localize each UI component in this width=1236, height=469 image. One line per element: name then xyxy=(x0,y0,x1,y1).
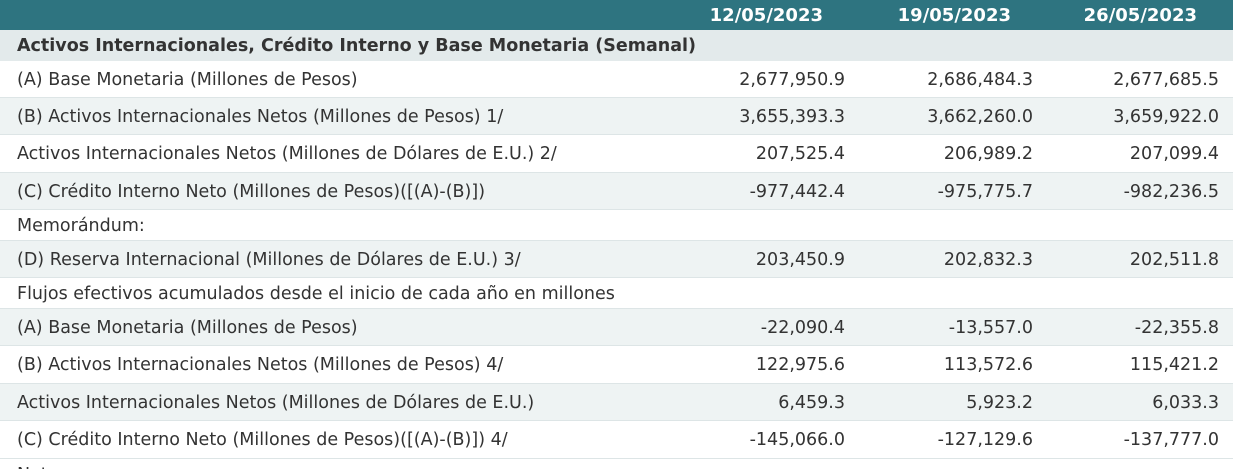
section-title: Activos Internacionales, Crédito Interno… xyxy=(17,36,697,56)
column-header-date: 26/05/2023 xyxy=(1083,5,1197,26)
row-value: -127,129.6 xyxy=(937,430,1033,450)
table-row: (B) Activos Internacionales Netos (Millo… xyxy=(0,346,1233,384)
row-label: (C) Crédito Interno Neto (Millones de Pe… xyxy=(17,182,486,202)
table-row: Activos Internacionales Netos (Millones … xyxy=(0,135,1233,173)
row-value: -22,355.8 xyxy=(1134,318,1219,338)
row-value: 203,450.9 xyxy=(755,250,845,270)
row-value: 207,525.4 xyxy=(755,144,845,164)
column-header-date: 12/05/2023 xyxy=(709,5,823,26)
notes-label: Notas: xyxy=(17,459,73,469)
table-row: (B) Activos Internacionales Netos (Millo… xyxy=(0,98,1233,135)
row-value: -13,557.0 xyxy=(948,318,1033,338)
table-row: (C) Crédito Interno Neto (Millones de Pe… xyxy=(0,421,1233,459)
table-row: Memorándum: xyxy=(0,210,1233,241)
row-label: Activos Internacionales Netos (Millones … xyxy=(17,144,557,164)
row-label: (C) Crédito Interno Neto (Millones de Pe… xyxy=(17,430,508,450)
table-row: Flujos efectivos acumulados desde el ini… xyxy=(0,278,1233,309)
row-value: 3,659,922.0 xyxy=(1113,107,1219,127)
row-value: 113,572.6 xyxy=(943,355,1033,375)
table-row: (A) Base Monetaria (Millones de Pesos) 2… xyxy=(0,61,1233,98)
table-row: (D) Reserva Internacional (Millones de D… xyxy=(0,241,1233,278)
row-label: Activos Internacionales Netos (Millones … xyxy=(17,393,535,413)
table-header: 12/05/2023 19/05/2023 26/05/2023 xyxy=(0,0,1233,30)
row-label: (B) Activos Internacionales Netos (Millo… xyxy=(17,355,504,375)
row-value: 3,662,260.0 xyxy=(927,107,1033,127)
row-value: 6,033.3 xyxy=(1152,393,1219,413)
row-value: 202,832.3 xyxy=(943,250,1033,270)
row-value: -977,442.4 xyxy=(749,182,845,202)
section-row: Activos Internacionales, Crédito Interno… xyxy=(0,30,1233,61)
row-label: (D) Reserva Internacional (Millones de D… xyxy=(17,250,521,270)
row-value: 3,655,393.3 xyxy=(739,107,845,127)
row-label: (A) Base Monetaria (Millones de Pesos) xyxy=(17,70,358,90)
table-row: Activos Internacionales Netos (Millones … xyxy=(0,384,1233,421)
table-row-partial: Notas: xyxy=(0,459,1233,469)
row-value: 6,459.3 xyxy=(778,393,845,413)
row-value: -982,236.5 xyxy=(1123,182,1219,202)
row-value: 2,686,484.3 xyxy=(927,70,1033,90)
row-value: 2,677,685.5 xyxy=(1113,70,1219,90)
table-row: (C) Crédito Interno Neto (Millones de Pe… xyxy=(0,173,1233,210)
row-value: 5,923.2 xyxy=(966,393,1033,413)
row-label: (A) Base Monetaria (Millones de Pesos) xyxy=(17,318,358,338)
row-value: -145,066.0 xyxy=(749,430,845,450)
column-header-date: 19/05/2023 xyxy=(897,5,1011,26)
row-value: 206,989.2 xyxy=(943,144,1033,164)
row-label: (B) Activos Internacionales Netos (Millo… xyxy=(17,107,504,127)
row-value: 202,511.8 xyxy=(1129,250,1219,270)
row-value: 2,677,950.9 xyxy=(739,70,845,90)
row-value: -22,090.4 xyxy=(760,318,845,338)
row-value: 207,099.4 xyxy=(1129,144,1219,164)
row-value: 122,975.6 xyxy=(755,355,845,375)
table-row: (A) Base Monetaria (Millones de Pesos) -… xyxy=(0,309,1233,346)
row-value: -137,777.0 xyxy=(1123,430,1219,450)
row-label: Flujos efectivos acumulados desde el ini… xyxy=(17,284,615,304)
row-value: -975,775.7 xyxy=(937,182,1033,202)
row-value: 115,421.2 xyxy=(1129,355,1219,375)
row-label: Memorándum: xyxy=(17,216,145,236)
